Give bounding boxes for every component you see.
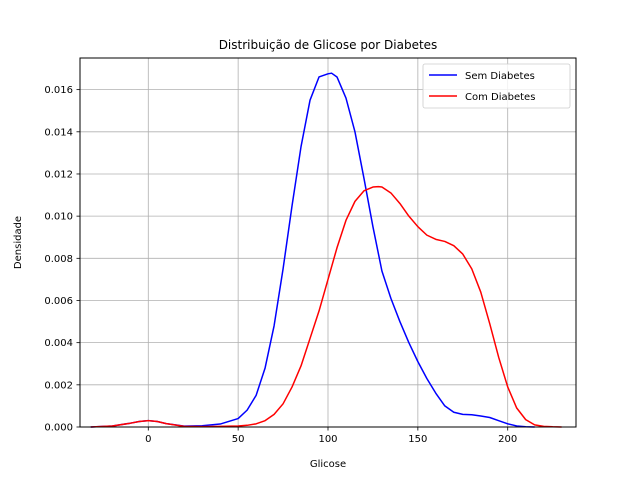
x-tick-label: 100 (318, 434, 337, 445)
legend: Sem Diabetes Com Diabetes (422, 63, 571, 109)
y-axis: 0.000 0.002 0.004 0.006 0.008 0.010 0.012 0.014… (44, 85, 80, 434)
chart-title: Distribuição de Glicose por Diabetes (219, 38, 438, 52)
legend-box (422, 63, 571, 109)
x-axis-label: Glicose (310, 459, 346, 470)
legend-label: Com Diabetes (465, 92, 535, 103)
x-tick-label: 50 (232, 434, 245, 445)
y-tick-label: 0.016 (44, 85, 73, 96)
y-tick-label: 0.002 (44, 380, 73, 391)
y-axis-label: Densidade (13, 216, 24, 269)
y-tick-label: 0.012 (44, 169, 73, 180)
x-tick-label: 0 (145, 434, 151, 445)
y-tick-label: 0.004 (44, 338, 73, 349)
grid (80, 58, 576, 428)
x-tick-label: 150 (408, 434, 427, 445)
y-tick-label: 0.010 (44, 212, 73, 223)
x-axis: 0 50 100 150 200 (145, 427, 517, 445)
y-tick-label: 0.000 (44, 423, 73, 434)
y-tick-label: 0.008 (44, 254, 73, 265)
y-tick-label: 0.006 (44, 296, 73, 307)
legend-label: Sem Diabetes (465, 71, 535, 82)
x-tick-label: 200 (498, 434, 517, 445)
y-tick-label: 0.014 (44, 127, 73, 138)
